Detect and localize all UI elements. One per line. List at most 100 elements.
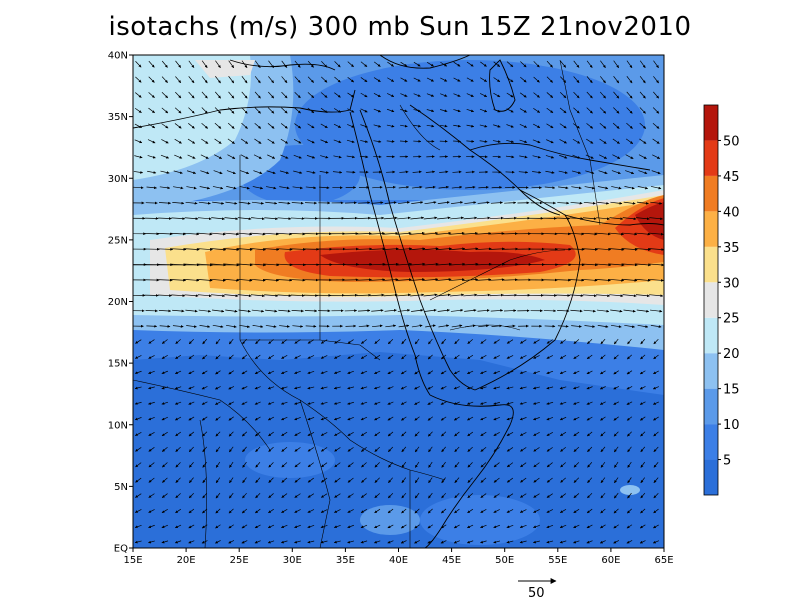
wind-vector [613,446,619,453]
wind-vector [570,309,583,313]
wind-vector [493,462,500,468]
wind-vector [383,216,398,220]
wind-vector [294,509,301,513]
wind-vector [582,278,598,282]
wind-vector [395,247,413,251]
wind-vector [276,232,293,236]
wind-vector [585,170,595,175]
wind-vector [650,309,663,313]
wind-vector [556,294,571,297]
wind-vector [148,416,155,421]
wind-vector [374,508,381,514]
wind-vector [453,524,460,529]
wind-vector [505,155,515,159]
wind-vector [386,140,395,143]
wind-vector [307,447,315,452]
wind-vector [188,493,194,499]
wind-vector [215,416,221,421]
wind-vector [638,154,647,159]
wind-vector [254,540,261,544]
wind-vector [650,201,663,205]
wind-vector [581,263,598,267]
wind-vector [159,201,171,205]
wind-vector [334,432,341,436]
wind-vector [215,386,221,390]
wind-vector [228,370,234,375]
wind-vector [398,324,410,328]
wind-vector [636,309,650,313]
wind-vector [400,370,407,375]
wind-vector [147,155,156,159]
wind-vector [214,138,222,144]
colorbar-label: 5 [723,454,731,469]
wind-vector [465,185,476,189]
wind-vector [504,324,516,328]
wind-vector [396,293,411,297]
wind-vector [183,232,200,236]
wind-vector [533,386,540,390]
wind-vector [520,493,527,498]
wind-vector [440,540,447,544]
isotach-fill-10-north [295,60,645,190]
wind-vector [276,263,293,267]
wind-vector [477,309,490,312]
wind-vector [160,170,170,174]
wind-vector [236,278,253,282]
wind-vector [307,370,315,374]
wind-vector [427,370,434,375]
wind-vector [266,170,276,175]
wind-vector [200,154,209,159]
wind-vector [320,123,328,129]
wind-vector [212,201,225,205]
wind-vector [374,540,381,544]
wind-vector [387,540,394,544]
wind-vector [334,477,341,483]
colorbar-swatch [704,424,718,460]
wind-vector [653,462,659,468]
wind-vector [320,355,328,359]
wind-vector [397,201,410,204]
wind-vector [265,201,278,205]
wind-vector [411,308,424,312]
wind-vector [215,354,221,360]
wind-vector [595,278,611,282]
wind-vector [506,462,514,468]
wind-vector [188,462,194,468]
wind-vector [652,540,660,544]
wind-vector [267,370,275,375]
wind-vector [251,201,264,205]
wind-vector [170,232,186,236]
wind-vector [291,201,304,205]
wind-vector [387,431,394,437]
wind-vector [134,370,142,374]
wind-vector [467,339,473,345]
wind-vector [493,401,501,405]
colorbar-swatch [704,353,718,389]
wind-vector [573,508,580,514]
wind-vector [356,232,372,235]
wind-vector [134,509,142,513]
wind-vector [227,154,236,159]
colorbar-label: 25 [723,312,740,327]
wind-vector [374,416,381,421]
wind-vector [242,461,247,468]
wind-vector [441,508,447,514]
wind-vector [411,185,423,189]
wind-vector [573,524,580,529]
wind-vector [255,493,261,499]
wind-vector [374,524,381,529]
wind-vector [557,309,570,313]
wind-vector [636,217,650,221]
wind-vector [594,248,612,251]
wind-vector [305,324,317,328]
wind-vector [371,201,384,205]
wind-vector [305,186,317,190]
wind-vector [401,338,407,345]
wind-vector [556,217,571,220]
wind-vector [427,354,433,360]
wind-vector [175,431,181,437]
wind-vector [414,492,420,499]
wind-vector [555,278,571,282]
wind-vector [294,123,302,129]
wind-vector [186,170,197,175]
